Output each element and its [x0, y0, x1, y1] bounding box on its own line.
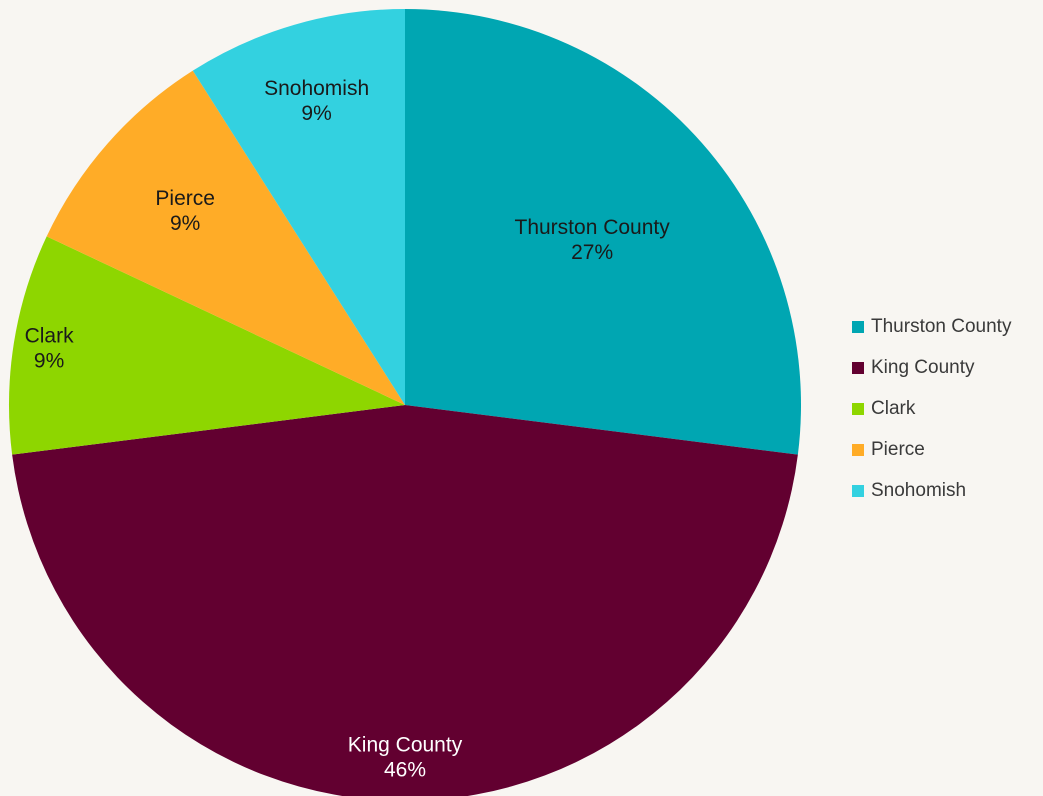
legend-swatch [852, 443, 864, 456]
slice-label-thurston-county: Thurston County [515, 216, 671, 239]
pie-slice-snohomish [192, 9, 405, 405]
chart-legend: Thurston County King County Clark Pierce… [852, 306, 1011, 511]
slice-percent-snohomish: 9% [301, 102, 331, 125]
legend-item-king-county: King County [852, 347, 1011, 388]
pie-slice-clark [8, 236, 405, 455]
legend-swatch [852, 361, 864, 374]
slice-label-pierce: Pierce [155, 187, 215, 210]
legend-item-thurston-county: Thurston County [852, 306, 1011, 347]
pie-slice-king-county [12, 405, 798, 796]
slice-percent-thurston-county: 27% [571, 241, 613, 264]
slice-label-snohomish: Snohomish [264, 77, 369, 100]
legend-label: Clark [871, 397, 916, 419]
legend-item-snohomish: Snohomish [852, 470, 1011, 511]
pie-slice-pierce [46, 70, 406, 405]
legend-label: King County [871, 356, 975, 378]
slice-percent-king-county: 46% [384, 758, 426, 781]
legend-swatch [852, 484, 864, 497]
legend-item-pierce: Pierce [852, 429, 1011, 470]
legend-label: Pierce [871, 438, 925, 460]
slice-percent-pierce: 9% [170, 212, 200, 235]
legend-label: Snohomish [871, 479, 967, 501]
legend-swatch [852, 320, 864, 333]
slice-label-king-county: King County [348, 733, 463, 756]
pie-slice-thurston-county [405, 9, 802, 455]
legend-label: Thurston County [871, 315, 1012, 337]
legend-item-clark: Clark [852, 388, 1011, 429]
slice-label-clark: Clark [25, 325, 75, 348]
slice-percent-clark: 9% [34, 350, 64, 373]
legend-swatch [852, 402, 864, 415]
